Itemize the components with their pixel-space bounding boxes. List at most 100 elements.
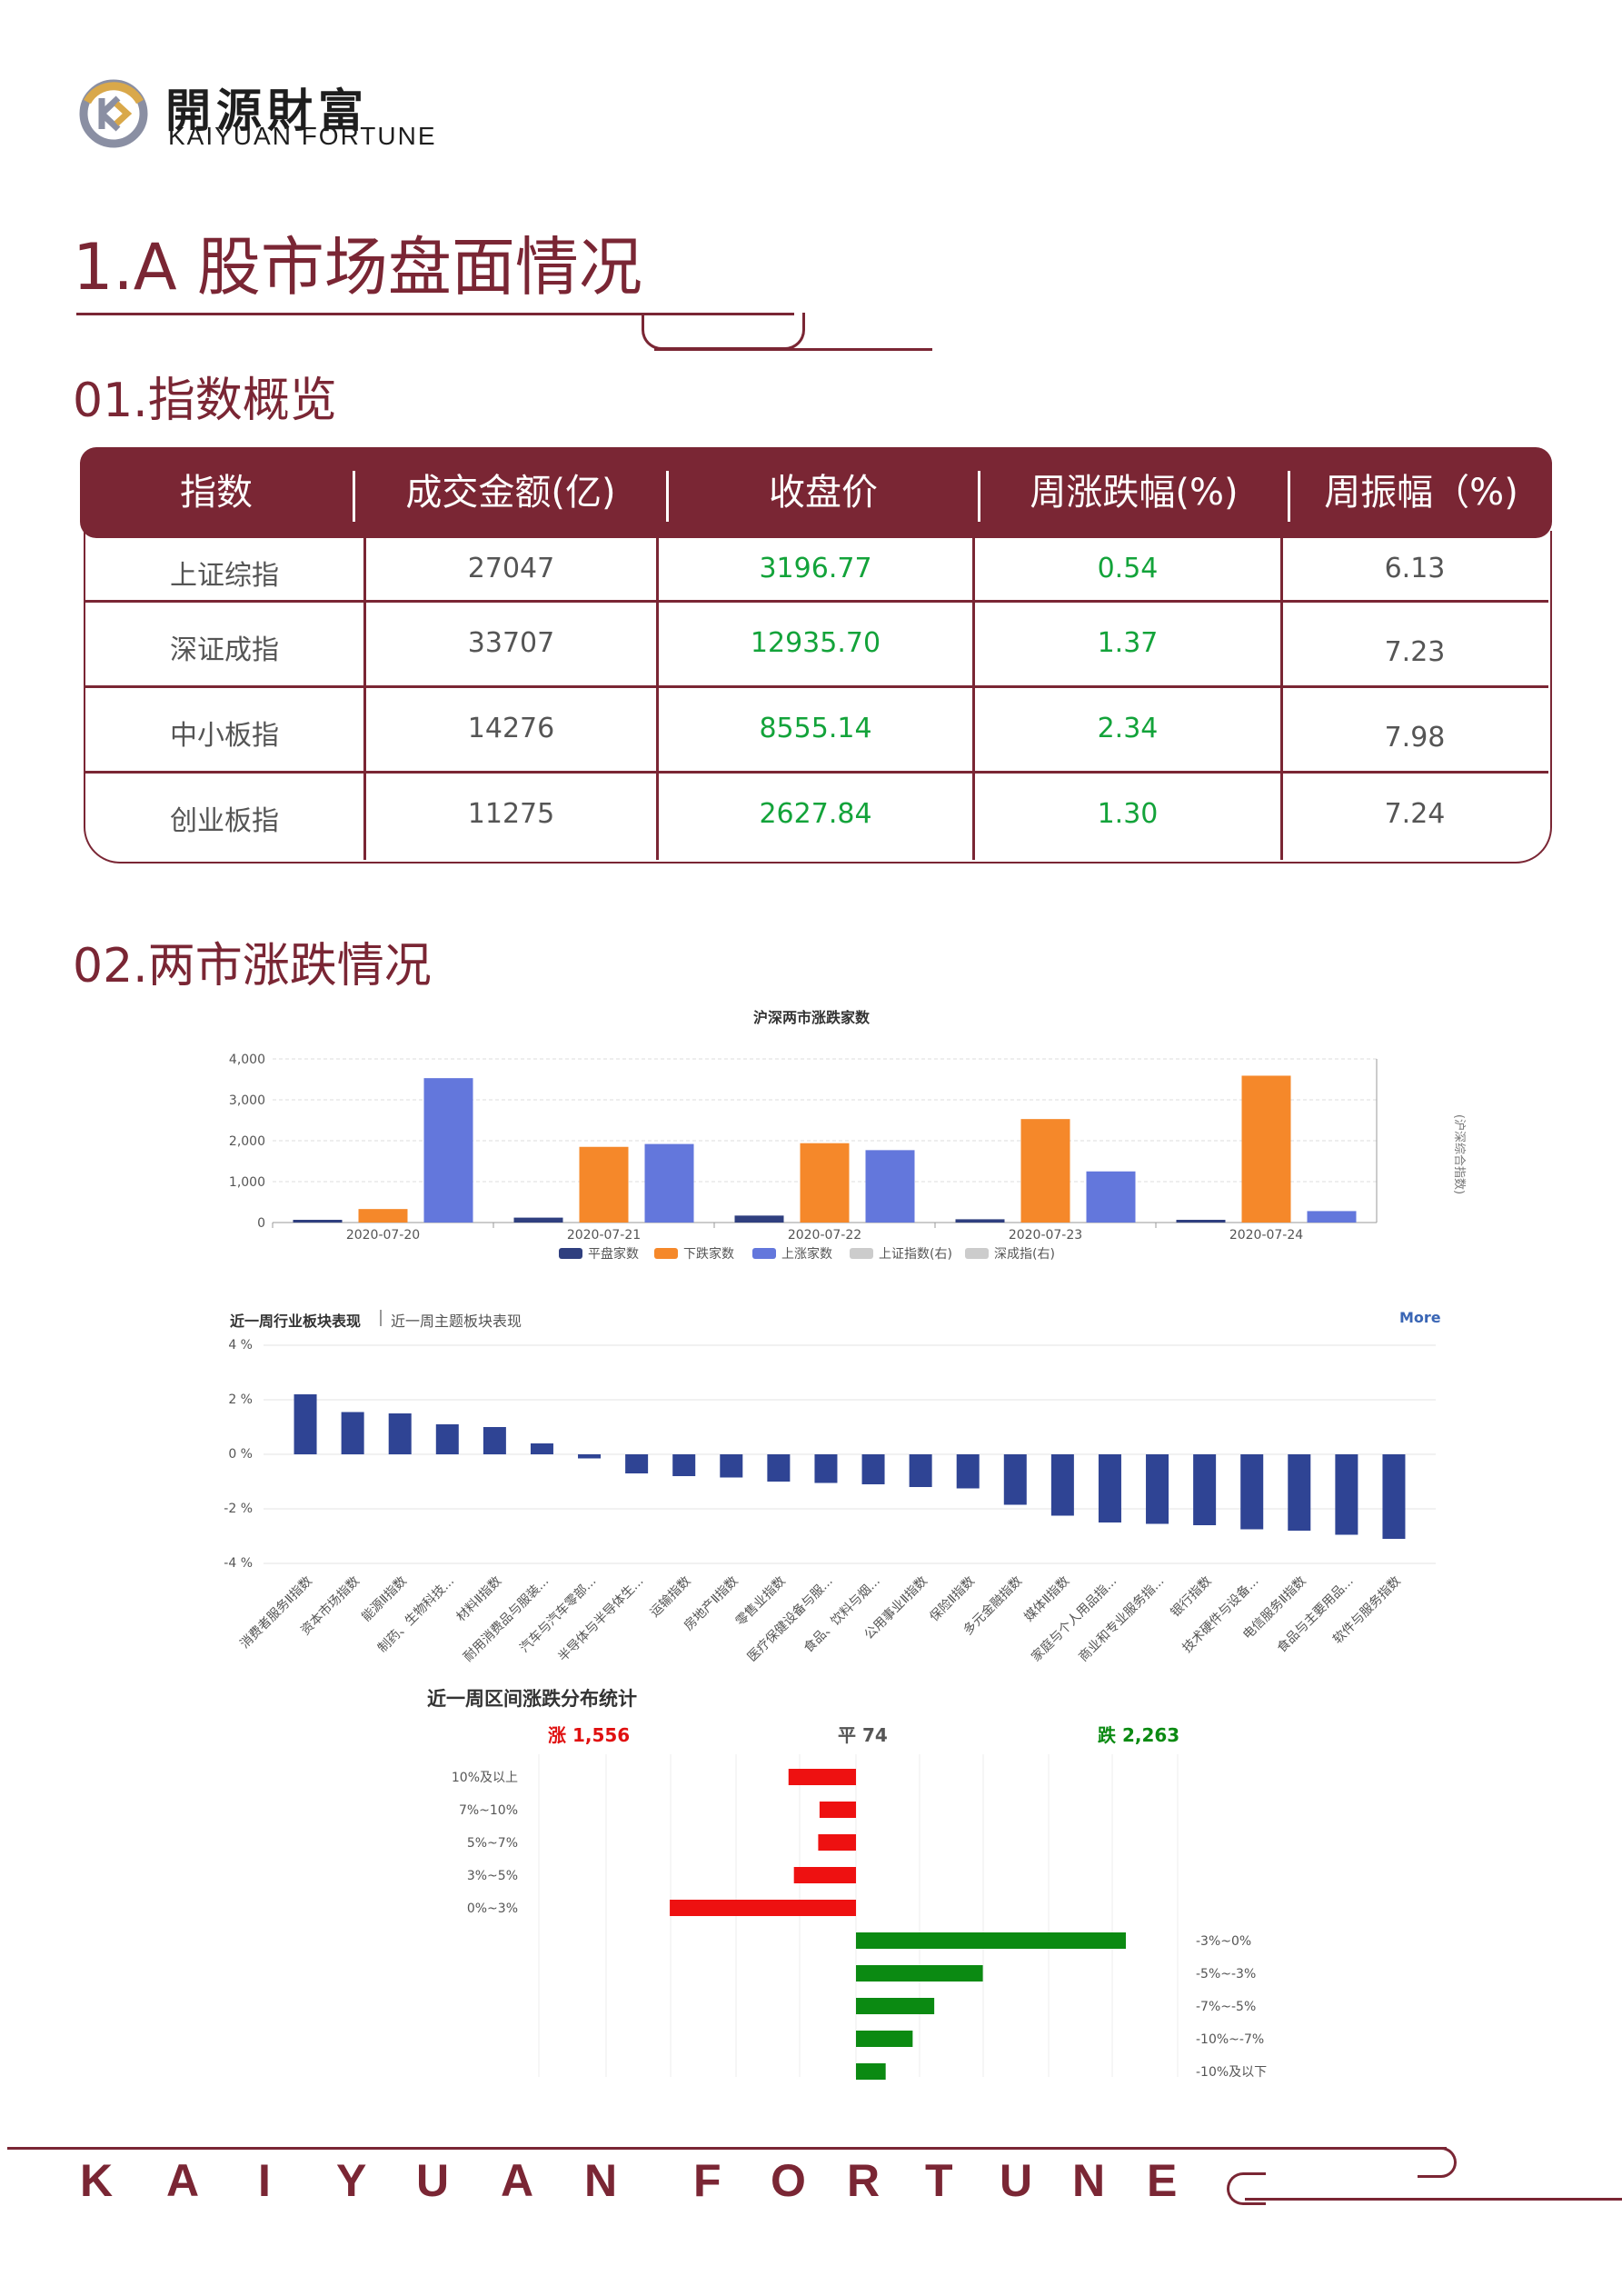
chart2-tab-theme[interactable]: 近一周主题板块表现 [391, 1313, 522, 1330]
footer-capsule-right [1418, 2147, 1457, 2178]
section-title: 1.A 股市场盘面情况 [73, 230, 642, 304]
industry-bar [814, 1454, 838, 1483]
industry-bar [388, 1413, 412, 1454]
industry-bar [341, 1412, 364, 1454]
industry-label: 耐用消费品与服装... [461, 1574, 552, 1665]
cell-close: 2627.84 [759, 798, 872, 830]
x-tick-label: 2020-07-24 [1229, 1228, 1303, 1243]
footer-line-right [1245, 2198, 1622, 2201]
industry-bar [1240, 1454, 1264, 1530]
y-tick-label: 2,000 [229, 1134, 265, 1149]
logo [76, 76, 151, 151]
chart3-title: 近一周区间涨跌分布统计 [427, 1688, 637, 1710]
bar-up [1086, 1171, 1136, 1223]
industry-bar [1003, 1454, 1027, 1505]
cell-turnover: 11275 [467, 798, 555, 830]
legend-label: 上证指数(右) [879, 1247, 952, 1262]
industry-bar [578, 1454, 602, 1459]
y-tick-label: 1,000 [229, 1175, 265, 1190]
legend-swatch [752, 1248, 776, 1259]
cell-close: 3196.77 [759, 553, 872, 584]
cell-weekly-change: 0.54 [1097, 553, 1159, 584]
brand-name-cn: 開源財富 [165, 84, 369, 137]
col-divider [656, 536, 659, 860]
th-close: 收盘价 [769, 472, 878, 514]
industry-bar [720, 1454, 743, 1478]
legend-item: 平盘家数 [559, 1246, 639, 1262]
chart-industry-performance: 4 %2 %0 %-2 %-4 % 消费者服务Ⅱ指数资本市场指数能源Ⅱ指数制药、… [224, 1338, 1436, 1665]
cell-turnover: 14276 [467, 713, 555, 744]
footer-letter: U [1000, 2155, 1033, 2206]
cell-index-name: 上证综指 [170, 560, 279, 592]
footer-letter: Y [336, 2155, 367, 2206]
y-tick-label: 4,000 [229, 1053, 265, 1067]
industry-bar [435, 1424, 459, 1454]
footer-letter: O [771, 2155, 806, 2206]
bar-flat [1176, 1220, 1226, 1223]
cell-weekly-change: 1.37 [1097, 627, 1159, 659]
subsection-index-overview: 01.指数概览 [73, 374, 337, 428]
legend-swatch [559, 1248, 582, 1259]
industry-bar [767, 1454, 791, 1482]
chart2-tab-industry[interactable]: 近一周行业板块表现 [230, 1313, 362, 1330]
up-bar [793, 1867, 856, 1883]
th-index: 指数 [180, 472, 253, 514]
bar-up [644, 1143, 694, 1223]
up-range-label: 3%~5% [467, 1869, 518, 1883]
brand-name-en: KAIYUAN FORTUNE [168, 122, 437, 150]
x-tick-label: 2020-07-20 [346, 1228, 420, 1243]
legend-label: 下跌家数 [683, 1246, 734, 1262]
legend-label: 平盘家数 [588, 1246, 639, 1262]
y-tick-label: 2 % [228, 1393, 253, 1407]
industry-bar [625, 1454, 649, 1473]
footer-letter: N [1072, 2155, 1106, 2206]
industry-bar [956, 1454, 980, 1489]
chart2-more-link[interactable]: More [1399, 1309, 1441, 1326]
down-range-label: -5%~-3% [1196, 1967, 1256, 1982]
bar-up [865, 1150, 915, 1223]
footer-letter: N [584, 2155, 618, 2206]
industry-bar [1288, 1454, 1311, 1531]
y-tick-label: 3,000 [229, 1093, 265, 1108]
footer-letter: R [847, 2155, 881, 2206]
x-tick-label: 2020-07-23 [1009, 1228, 1082, 1243]
row-divider [84, 600, 1548, 603]
x-tick-label: 2020-07-22 [788, 1228, 861, 1243]
title-underline [76, 313, 794, 315]
bar-down [1241, 1075, 1291, 1223]
industry-label: 银行指数 [1169, 1574, 1215, 1621]
down-range-label: -3%~0% [1196, 1934, 1251, 1949]
y-tick-label: -4 % [224, 1556, 253, 1571]
up-bar [670, 1900, 856, 1916]
footer-letter: E [1147, 2155, 1178, 2206]
subsection-market-breadth: 02.两市涨跌情况 [73, 939, 432, 993]
up-bar [788, 1769, 856, 1785]
bar-flat [955, 1219, 1005, 1223]
table-body [84, 531, 1552, 863]
industry-bar [861, 1454, 885, 1484]
down-bar [856, 1932, 1126, 1949]
industry-label: 材料Ⅱ指数 [453, 1574, 504, 1625]
th-weekly-change: 周涨跌幅(%) [1030, 472, 1239, 514]
title-capsule-line [654, 348, 932, 351]
down-range-label: -7%~-5% [1196, 2000, 1256, 2014]
chart3-flat-count: 平 74 [838, 1724, 888, 1746]
chart-advance-decline: 沪深两市涨跌家数 (沪深综合指数) 4,0003,0002,0001,0000 … [229, 1009, 1467, 1262]
cell-index-name: 中小板指 [170, 720, 279, 752]
th-divider [666, 471, 669, 522]
industry-bar [1146, 1454, 1169, 1524]
cell-index-name: 创业板指 [170, 805, 279, 837]
up-bar [818, 1834, 856, 1851]
th-divider [1288, 471, 1290, 522]
cell-amplitude: 7.23 [1384, 636, 1446, 668]
col-divider [972, 536, 975, 860]
th-divider [978, 471, 980, 522]
industry-label: 医疗保健设备与服... [744, 1573, 836, 1665]
industry-bar [1382, 1454, 1406, 1539]
col-divider [1280, 536, 1283, 860]
cell-turnover: 33707 [467, 627, 555, 659]
cell-weekly-change: 1.30 [1097, 798, 1159, 830]
footer-letter: K [80, 2155, 114, 2206]
x-tick-label: 2020-07-21 [567, 1228, 641, 1243]
bar-up [423, 1078, 473, 1223]
